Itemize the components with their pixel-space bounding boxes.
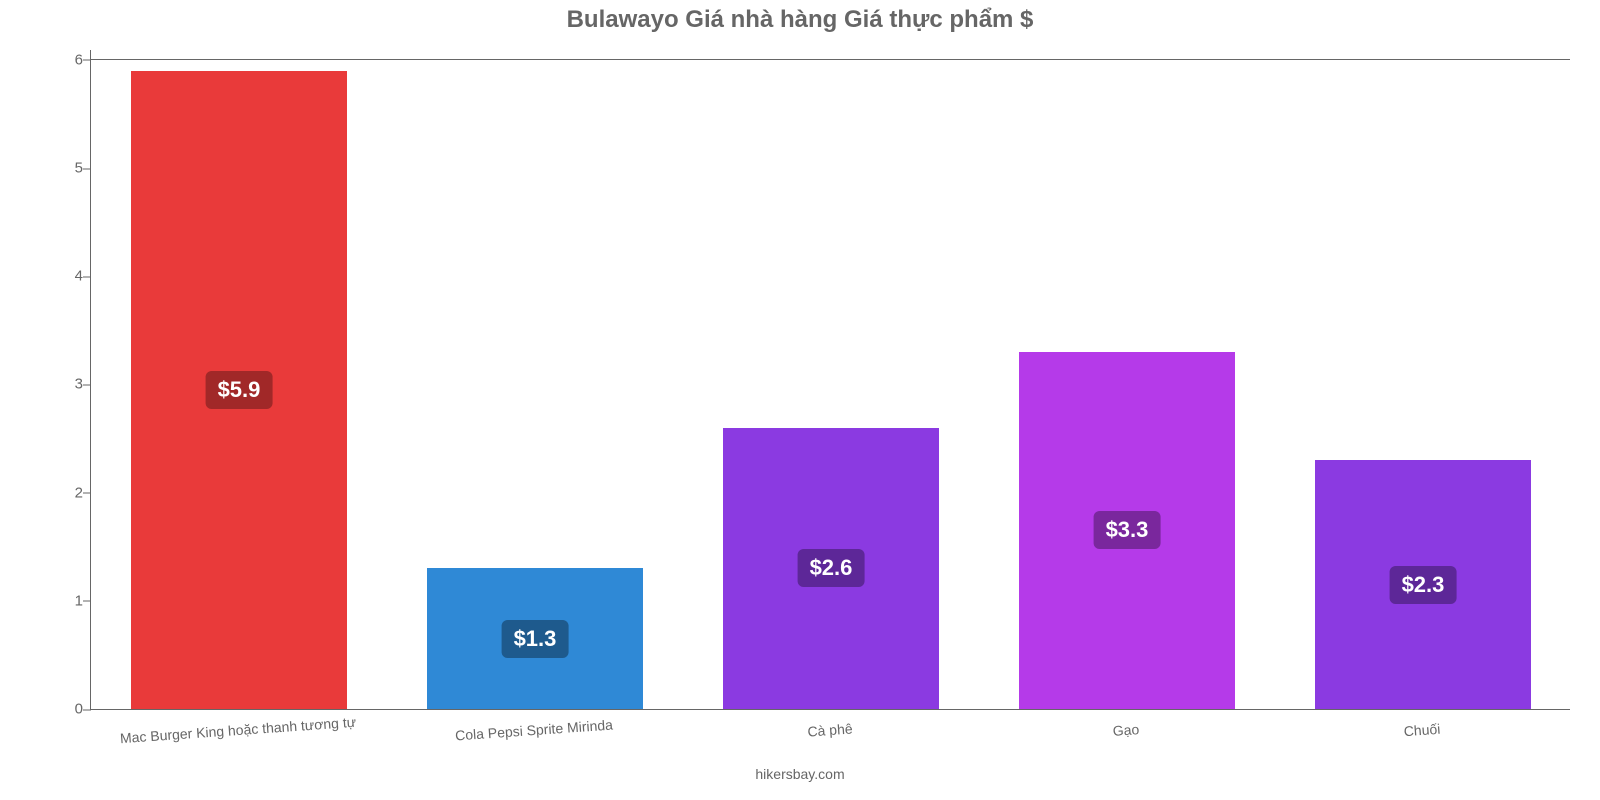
x-category-label: Chuối [1403,721,1441,740]
bar-value-badge: $3.3 [1094,511,1161,549]
credit-text: hikersbay.com [0,766,1600,782]
chart-title: Bulawayo Giá nhà hàng Giá thực phẩm $ [0,6,1600,34]
bar-value-badge: $5.9 [206,371,273,409]
x-category-label: Cola Pepsi Sprite Mirinda [455,717,614,744]
y-tick: 5 [43,160,83,177]
x-category-label: Gạo [1112,721,1140,739]
chart-container: Bulawayo Giá nhà hàng Giá thực phẩm $ $5… [0,0,1600,800]
plot-area: $5.9$1.3$2.6$3.3$2.3 0123456 [90,50,1570,710]
x-category-label: Cà phê [807,720,853,739]
y-tick: 4 [43,268,83,285]
bar: $2.3 [1315,460,1531,709]
bar-value-badge: $2.3 [1390,566,1457,604]
bar-value-badge: $2.6 [798,549,865,587]
y-tick: 2 [43,484,83,501]
bar: $1.3 [427,568,643,709]
bar: $3.3 [1019,352,1235,709]
y-tick: 0 [43,701,83,718]
bar: $2.6 [723,428,939,709]
bar-value-badge: $1.3 [502,620,569,658]
y-grid-line [91,59,1570,60]
y-tick: 1 [43,592,83,609]
bar: $5.9 [131,71,347,709]
y-tick: 6 [43,51,83,68]
y-tick: 3 [43,376,83,393]
x-category-label: Mac Burger King hoặc thanh tương tự [119,714,356,746]
bars-layer: $5.9 $1.3 $2.6 $3.3 $2.3 [91,50,1570,709]
